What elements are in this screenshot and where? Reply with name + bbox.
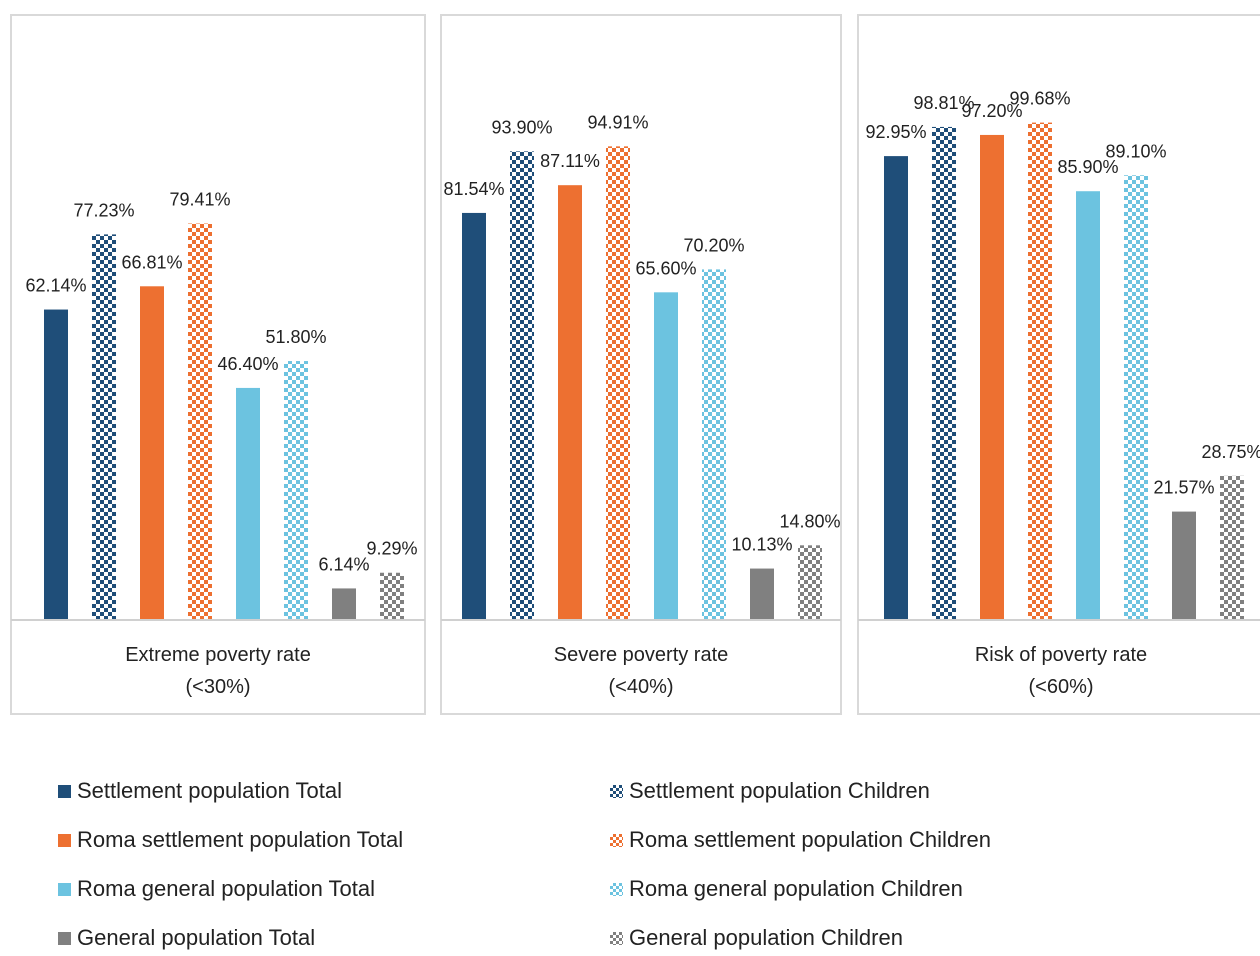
category-label: Risk of poverty rate	[975, 644, 1147, 666]
panel-2	[440, 14, 842, 715]
category-sublabel: (<40%)	[608, 676, 673, 698]
legend-item: Settlement population Children	[610, 778, 930, 804]
legend-label: Roma general population Children	[629, 876, 963, 901]
legend-item: General population Children	[610, 925, 903, 951]
bar-general-population-total-2	[750, 568, 774, 619]
chart-area: 62.14% 81.54% 92.95% 77.23% 93.90% 98.81% 66.8…	[10, 14, 1260, 715]
data-label: 21.57%	[1153, 478, 1214, 498]
legend-swatch	[58, 784, 71, 798]
legend-item: General population Total	[58, 925, 315, 951]
bar-general-population-total-1	[332, 588, 356, 619]
data-label: 92.95%	[865, 122, 926, 142]
data-label: 28.75%	[1201, 442, 1260, 462]
bar-roma-general-population-total-1	[236, 387, 260, 619]
legend-label: Roma general population Total	[77, 876, 376, 901]
bar-roma-general-population-children-2	[702, 269, 726, 619]
legend-item: Roma general population Children	[610, 876, 963, 902]
bar-settlement-population-total-1	[44, 309, 68, 619]
bar-settlement-population-total-3	[884, 156, 908, 619]
data-label: 77.23%	[73, 200, 134, 220]
bar-general-population-total-3	[1172, 511, 1196, 619]
legend-label: General population Children	[629, 925, 903, 950]
data-label: 10.13%	[731, 535, 792, 555]
legend-swatch	[58, 882, 71, 896]
bar-roma-settlement-population-children-1	[188, 223, 212, 619]
bar-roma-settlement-population-children-3	[1028, 122, 1052, 619]
legend-swatch	[58, 833, 71, 847]
bar-general-population-children-2	[798, 545, 822, 619]
data-label: 62.14%	[25, 276, 86, 296]
legend-item: Settlement population Total	[58, 778, 342, 804]
category-label: Severe poverty rate	[554, 644, 729, 666]
bar-roma-settlement-population-children-2	[606, 146, 630, 619]
bar-general-population-children-1	[380, 572, 404, 619]
category-sublabel: (<30%)	[185, 676, 250, 698]
bar-roma-general-population-children-1	[284, 361, 308, 619]
bar-settlement-population-children-1	[92, 234, 116, 619]
legend-item: Roma general population Total	[58, 876, 375, 902]
bar-roma-settlement-population-total-3	[980, 134, 1004, 619]
legend-label: Roma settlement population Total	[77, 827, 404, 852]
bar-settlement-population-children-2	[510, 151, 534, 620]
data-label: 99.68%	[1009, 89, 1070, 109]
data-label: 85.90%	[1057, 157, 1118, 177]
data-label: 97.20%	[961, 101, 1022, 121]
data-label: 93.90%	[491, 117, 552, 137]
data-label: 87.11%	[540, 151, 600, 171]
legend-label: General population Total	[77, 925, 316, 950]
bar-roma-general-population-total-3	[1076, 191, 1100, 619]
bar-roma-general-population-children-3	[1124, 175, 1148, 620]
bar-general-population-children-3	[1220, 475, 1244, 619]
legend-swatch	[610, 931, 623, 945]
data-label: 46.40%	[217, 354, 278, 374]
data-label: 81.54%	[443, 179, 504, 199]
bar-roma-settlement-population-total-2	[558, 185, 582, 619]
data-label: 98.81%	[913, 93, 974, 113]
legend-swatch	[58, 931, 71, 945]
legend-label: Settlement population Children	[629, 778, 930, 803]
panel-3	[857, 14, 1260, 715]
legend-swatch	[610, 882, 623, 896]
chart-legend: Settlement population Total Settlement po…	[58, 778, 1208, 956]
data-label: 6.14%	[318, 554, 369, 574]
data-label: 66.81%	[121, 252, 182, 272]
data-label: 14.80%	[779, 511, 840, 531]
legend-item: Roma settlement population Total	[58, 827, 403, 853]
bar-roma-settlement-population-total-1	[140, 286, 164, 619]
bar-settlement-population-children-3	[932, 126, 956, 619]
category-label: Extreme poverty rate	[125, 644, 311, 666]
legend-item: Roma settlement population Children	[610, 827, 991, 853]
legend-swatch	[610, 833, 623, 847]
bar-settlement-population-total-2	[462, 212, 486, 620]
legend-label: Roma settlement population Children	[629, 827, 991, 852]
data-label: 51.80%	[265, 327, 326, 347]
data-label: 9.29%	[366, 539, 417, 559]
legend-swatch	[610, 784, 623, 798]
legend-label: Settlement population Total	[77, 778, 342, 803]
category-sublabel: (<60%)	[1028, 676, 1093, 698]
data-label: 65.60%	[635, 258, 696, 278]
bar-roma-general-population-total-2	[654, 292, 678, 619]
data-label: 89.10%	[1105, 141, 1166, 161]
data-label: 79.41%	[169, 190, 230, 210]
data-label: 94.91%	[587, 112, 648, 132]
data-label: 70.20%	[683, 235, 744, 255]
